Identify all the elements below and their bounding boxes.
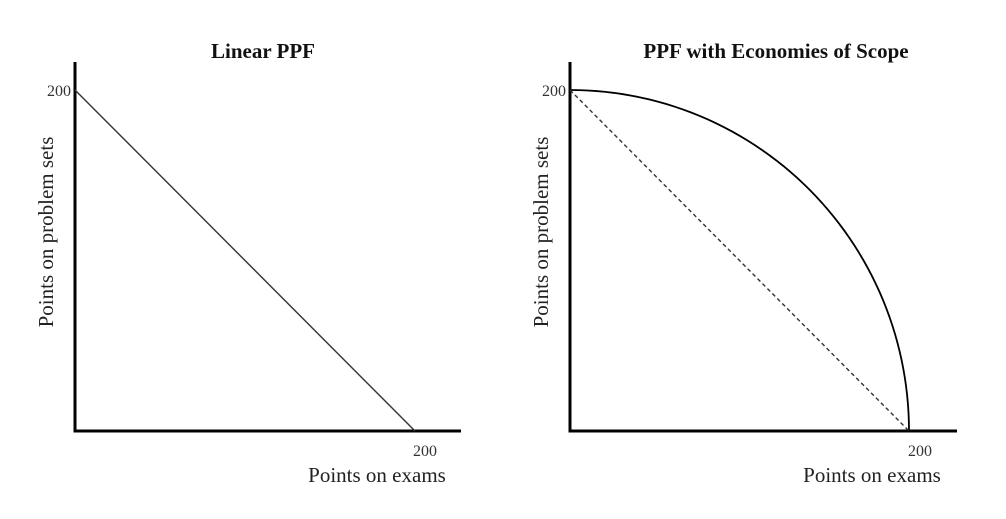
linear-ppf-line <box>74 89 416 432</box>
x-tick-label: 200 <box>413 443 437 460</box>
chart-title: PPF with Economies of Scope <box>643 39 908 63</box>
x-tick-label: 200 <box>908 443 932 460</box>
y-axis-label: Points on problem sets <box>34 137 58 328</box>
chart-ppf-economies-of-scope: PPF with Economies of Scope 200 200 Poin… <box>529 39 957 487</box>
dashed-linear-reference-line <box>569 89 910 432</box>
y-axis-label: Points on problem sets <box>529 137 553 328</box>
x-axis-label: Points on exams <box>803 463 941 487</box>
chart-title: Linear PPF <box>211 39 315 63</box>
chart-linear-ppf: Linear PPF 200 200 Points on exams Point… <box>34 39 461 487</box>
y-tick-label: 200 <box>47 83 71 100</box>
x-axis-label: Points on exams <box>308 463 446 487</box>
y-tick-label: 200 <box>542 83 566 100</box>
concave-ppf-curve <box>569 89 910 432</box>
